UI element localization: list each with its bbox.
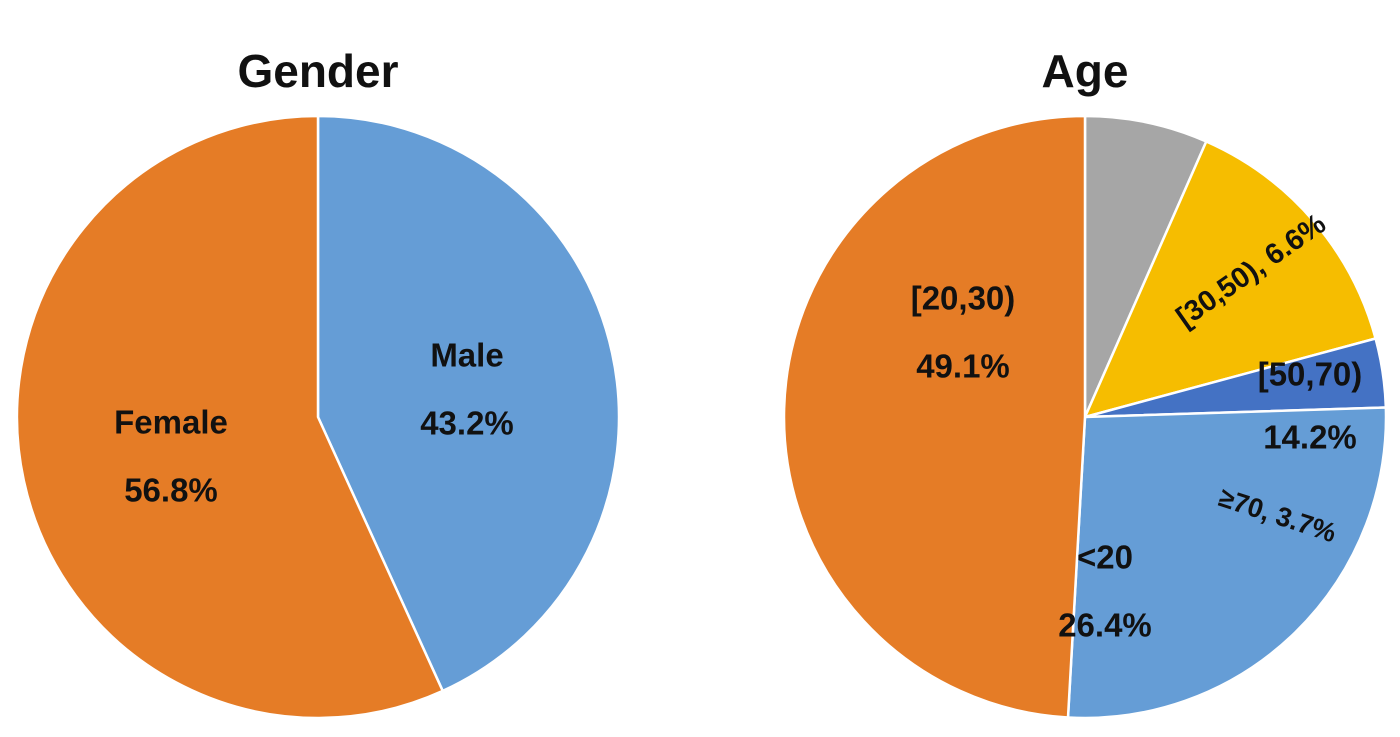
gender-chart-title: Gender [237,45,398,97]
age-slice-value-3: 26.4% [1058,607,1152,644]
age-pie: [30,50), 6.6%[50,70)14.2%≥70, 3.7%<2026.… [782,114,1388,720]
age-slice-label-3: <20 [1077,539,1133,576]
gender-slice-value-0: 43.2% [420,405,514,442]
age-chart-title: Age [1042,45,1129,97]
gender-pie: Male 43.2% Female 56.8% [15,114,621,720]
age-slice-0 [1083,114,1208,419]
age-slice-1 [1083,140,1377,419]
age-slice-label-4: [20,30) [911,280,1016,317]
gender-slice-label-1: Female [114,404,228,441]
age-slice-value-4: 49.1% [916,348,1010,385]
gender-slice-value-1: 56.8% [124,472,218,509]
age-slice-label-1: [50,70) [1258,356,1363,393]
age-slice-value-1: 14.2% [1263,419,1357,456]
age-slice-3 [1066,406,1388,720]
gender-slice-0 [316,114,621,693]
gender-slice-label-0: Male [430,337,503,374]
gender-slice-1 [15,114,444,720]
age-slice-4 [782,114,1087,719]
